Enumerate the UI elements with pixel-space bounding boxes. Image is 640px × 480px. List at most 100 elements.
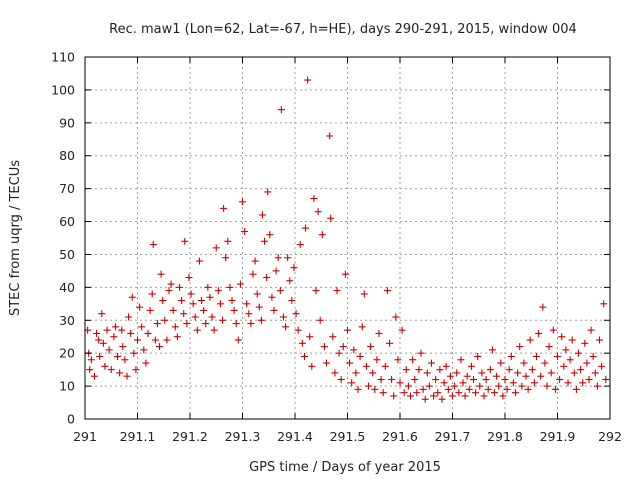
data-point — [459, 379, 467, 387]
data-point — [105, 346, 113, 354]
data-point — [111, 323, 119, 331]
data-point — [442, 362, 450, 370]
data-point — [524, 385, 532, 393]
data-point — [350, 346, 358, 354]
data-point — [554, 352, 561, 360]
data-point — [95, 336, 103, 344]
data-point — [103, 326, 111, 334]
data-point — [288, 297, 296, 305]
data-point — [107, 366, 115, 374]
y-axis-label: STEC from uqrg / TECUs — [8, 160, 23, 316]
data-point — [562, 346, 570, 354]
data-point — [208, 313, 216, 321]
data-point — [316, 316, 324, 324]
data-point — [373, 356, 381, 364]
data-point — [482, 376, 490, 384]
data-point — [549, 326, 557, 334]
data-point — [465, 385, 473, 393]
data-point — [128, 293, 136, 301]
data-point — [176, 283, 183, 291]
x-axis-label: GPS time / Days of year 2015 — [249, 460, 441, 475]
data-point — [171, 323, 179, 331]
data-point — [495, 382, 503, 390]
data-point — [185, 273, 193, 281]
x-tick-label: 291.2 — [172, 429, 208, 444]
data-point — [251, 257, 259, 265]
data-point — [165, 287, 173, 295]
data-point — [327, 214, 335, 222]
data-point — [570, 369, 578, 377]
data-point — [507, 352, 515, 360]
data-point — [480, 392, 488, 400]
data-point — [257, 316, 265, 324]
data-point — [118, 326, 126, 334]
data-point — [354, 385, 362, 393]
data-point — [274, 254, 282, 262]
data-point — [488, 346, 496, 354]
data-point — [528, 366, 536, 374]
data-point — [157, 270, 165, 278]
data-point — [600, 300, 608, 308]
data-point — [239, 198, 246, 206]
data-point — [337, 376, 345, 384]
data-point — [308, 362, 316, 370]
data-point — [314, 208, 322, 216]
data-point — [564, 379, 572, 387]
data-point — [398, 326, 406, 334]
data-point — [142, 359, 150, 367]
y-tick-label: 20 — [59, 346, 75, 361]
data-point — [541, 359, 549, 367]
data-point — [87, 356, 95, 364]
data-point — [575, 349, 582, 357]
data-point — [193, 326, 201, 334]
data-point — [453, 369, 461, 377]
data-point — [180, 310, 188, 318]
y-tick-label: 50 — [59, 247, 75, 262]
data-point — [394, 356, 402, 364]
data-point — [547, 369, 555, 377]
data-point — [432, 376, 440, 384]
data-point — [335, 349, 343, 357]
data-point — [430, 392, 438, 400]
data-point — [284, 254, 292, 262]
data-point — [114, 352, 122, 360]
data-point — [449, 392, 456, 400]
data-point — [212, 244, 220, 252]
data-point — [249, 270, 257, 278]
x-tick-label: 291.6 — [382, 429, 418, 444]
data-point — [159, 297, 167, 305]
data-point — [381, 362, 389, 370]
x-tick-label: 291 — [73, 429, 97, 444]
data-point — [236, 280, 244, 288]
data-point — [478, 369, 486, 377]
data-point — [149, 241, 157, 249]
data-point — [537, 372, 545, 380]
data-point — [210, 326, 218, 334]
data-point — [526, 336, 534, 344]
data-point — [339, 343, 347, 351]
data-point — [344, 326, 351, 334]
data-point — [434, 389, 442, 397]
y-tick-label: 110 — [51, 50, 75, 65]
data-point — [503, 385, 511, 393]
data-point — [173, 333, 181, 341]
data-point — [375, 329, 383, 337]
data-point — [206, 293, 214, 301]
data-point — [326, 132, 334, 140]
data-point — [415, 366, 423, 374]
y-tick-label: 60 — [59, 214, 75, 229]
data-point — [127, 329, 135, 337]
data-point — [476, 382, 484, 390]
y-tick-label: 0 — [67, 412, 75, 427]
data-point — [596, 336, 603, 344]
data-point — [247, 320, 255, 328]
data-point — [404, 382, 412, 390]
data-point — [125, 313, 133, 321]
axis-ticks — [84, 56, 611, 420]
data-point — [509, 379, 517, 387]
data-point — [356, 352, 364, 360]
data-point — [470, 376, 477, 384]
y-tick-label: 10 — [59, 379, 75, 394]
data-point — [467, 362, 475, 370]
